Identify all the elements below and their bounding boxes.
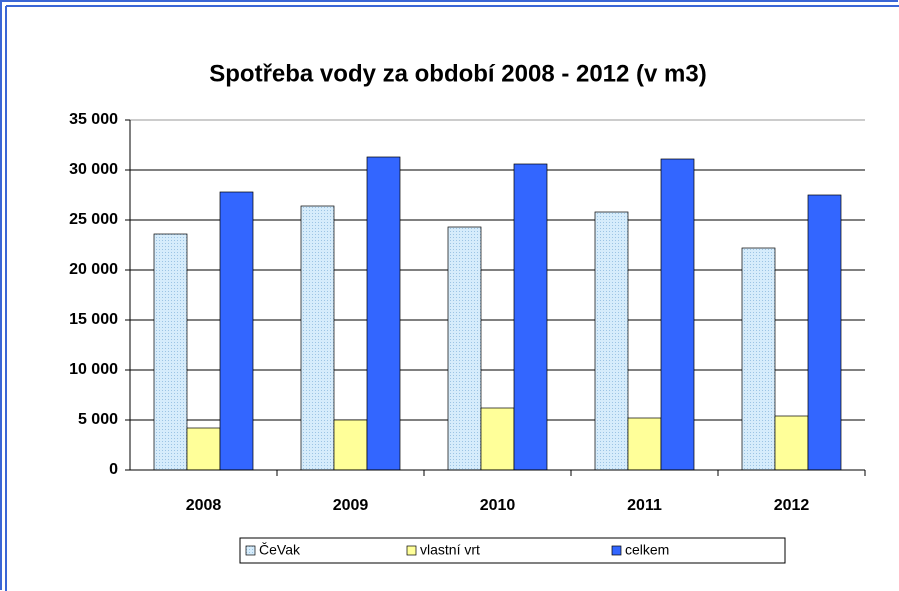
legend-marker	[611, 545, 622, 556]
bar	[480, 407, 515, 471]
legend-label: vlastní vrt	[420, 542, 480, 558]
y-tick-label: 5 000	[78, 411, 118, 428]
x-tick-label: 2011	[627, 497, 662, 514]
legend-box	[239, 537, 786, 564]
x-tick-label: 2012	[774, 497, 810, 514]
bar	[366, 156, 401, 471]
y-tick-label: 25 000	[69, 211, 118, 228]
bar	[741, 247, 776, 471]
bar	[153, 233, 188, 471]
legend-label: celkem	[625, 542, 669, 558]
bar	[513, 163, 548, 471]
chart-title: Spotřeba vody za období 2008 - 2012 (v m…	[209, 60, 706, 87]
legend-marker	[406, 545, 417, 556]
y-tick-label: 20 000	[69, 261, 118, 278]
bar	[807, 194, 842, 471]
x-tick-label: 2010	[480, 497, 516, 514]
x-tick-label: 2008	[186, 497, 222, 514]
y-tick-label: 30 000	[69, 161, 118, 178]
bar	[333, 419, 368, 471]
bar	[447, 226, 482, 471]
bar	[300, 205, 335, 471]
y-tick-label: 0	[109, 461, 118, 478]
y-tick-label: 35 000	[69, 111, 118, 128]
y-tick-label: 15 000	[69, 311, 118, 328]
bar	[594, 211, 629, 471]
legend-marker	[245, 545, 256, 556]
bar	[660, 158, 695, 471]
x-tick-label: 2009	[333, 497, 369, 514]
bar	[774, 415, 809, 471]
bar	[186, 427, 221, 471]
bar	[627, 417, 662, 471]
bar	[219, 191, 254, 471]
y-tick-label: 10 000	[69, 361, 118, 378]
legend-label: ČeVak	[259, 542, 301, 558]
